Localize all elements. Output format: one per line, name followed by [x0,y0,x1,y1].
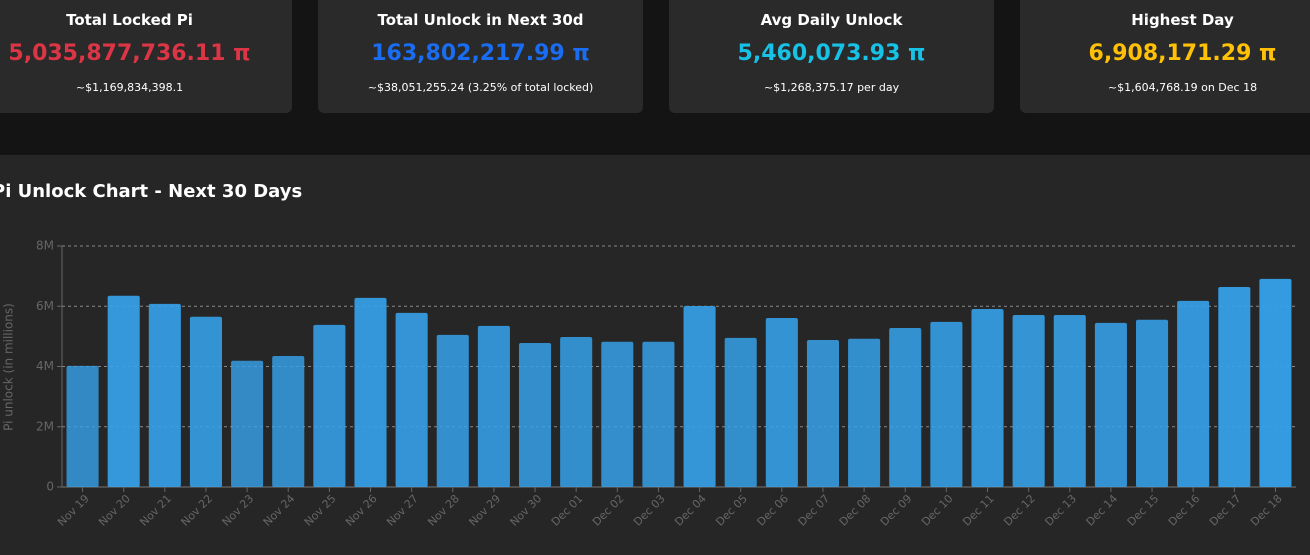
card-sub: ~$1,169,834,398.1 [75,81,184,94]
card-title: Avg Daily Unlock [760,11,903,29]
x-tick-label: Dec 15 [1125,492,1162,529]
card-value: 5,460,073.93 π [737,41,926,66]
bar [560,336,593,487]
bar [1177,300,1210,487]
y-tick-label: 8M [36,239,54,253]
bar [66,365,99,487]
bar [601,341,634,487]
bar [1012,314,1045,487]
bar [971,308,1004,487]
card-title: Highest Day [1131,11,1234,29]
x-tick-label: Nov 30 [508,492,545,529]
x-tick-label: Dec 17 [1207,492,1244,529]
stat-card: Avg Daily Unlock 5,460,073.93 π ~$1,268,… [669,0,994,113]
card-title: Total Locked Pi [66,11,193,29]
x-tick-label: Dec 14 [1084,492,1121,529]
y-tick-label: 4M [36,359,54,373]
bar [477,325,510,487]
x-tick-label: Nov 19 [55,492,92,529]
bar [107,295,140,487]
x-tick-label: Nov 29 [466,492,503,529]
x-tick-label: Nov 25 [302,492,339,529]
card-sub: ~$1,268,375.17 per day [763,81,900,94]
x-tick-label: Dec 02 [590,492,627,529]
bar [1259,278,1292,487]
bar [395,312,428,487]
bar [436,334,469,487]
x-tick-label: Nov 23 [220,492,257,529]
card-title: Total Unlock in Next 30d [377,11,584,29]
bar [518,343,552,487]
y-tick-label: 0 [46,480,54,494]
x-tick-label: Dec 08 [837,492,874,529]
y-tick-label: 6M [36,299,54,313]
bar [642,341,675,487]
x-tick-label: Dec 16 [1166,492,1203,529]
bar [1094,322,1127,487]
x-tick-label: Nov 27 [384,492,421,529]
x-tick-label: Dec 06 [754,492,791,529]
x-tick-label: Dec 09 [878,492,915,529]
x-tick-label: Dec 11 [960,492,997,529]
x-tick-label: Nov 26 [343,492,380,529]
stat-card: Total Unlock in Next 30d 163,802,217.99 … [318,0,643,113]
bar [313,324,346,487]
x-tick-label: Dec 18 [1248,492,1285,529]
bar [1218,286,1251,487]
chart-title: Pi Unlock Chart - Next 30 Days [0,181,302,202]
bar [189,316,223,487]
bar [848,338,881,487]
bar [889,327,922,487]
x-tick-label: Dec 04 [672,492,709,529]
card-value: 5,035,877,736.11 π [8,41,251,66]
stat-card: Highest Day 6,908,171.29 π ~$1,604,768.1… [1020,0,1310,113]
y-tick-label: 2M [36,419,54,433]
x-tick-label: Nov 21 [137,492,174,529]
card-sub: ~$38,051,255.24 (3.25% of total locked) [367,81,594,94]
bar [806,339,840,487]
bar [1053,314,1086,487]
bar [1135,319,1169,487]
bar [231,360,264,487]
chart: Pi Unlock Chart - Next 30 Days Pi unlock… [0,181,1296,529]
bar [354,297,387,487]
bar [683,305,716,487]
y-axis-label: Pi unlock (in millions) [2,303,16,431]
card-value: 6,908,171.29 π [1088,41,1277,66]
stat-card: Total Locked Pi 5,035,877,736.11 π ~$1,1… [0,0,292,113]
x-tick-label: Dec 03 [631,492,668,529]
x-tick-label: Nov 22 [178,492,215,529]
bar [724,337,757,487]
x-tick-label: Dec 12 [1001,492,1038,529]
x-tick-label: Dec 07 [796,492,833,529]
x-tick-label: Dec 01 [549,492,586,529]
bar [765,317,798,487]
card-sub: ~$1,604,768.19 on Dec 18 [1107,81,1258,94]
x-tick-label: Dec 13 [1042,492,1079,529]
x-tick-label: Dec 05 [713,492,750,529]
x-tick-label: Nov 24 [261,492,298,529]
x-tick-label: Nov 20 [96,492,133,529]
card-value: 163,802,217.99 π [371,41,590,66]
x-tick-label: Nov 28 [425,492,462,529]
bar [148,303,181,487]
x-tick-label: Dec 10 [919,492,956,529]
bar [272,355,305,487]
bar [930,321,963,487]
